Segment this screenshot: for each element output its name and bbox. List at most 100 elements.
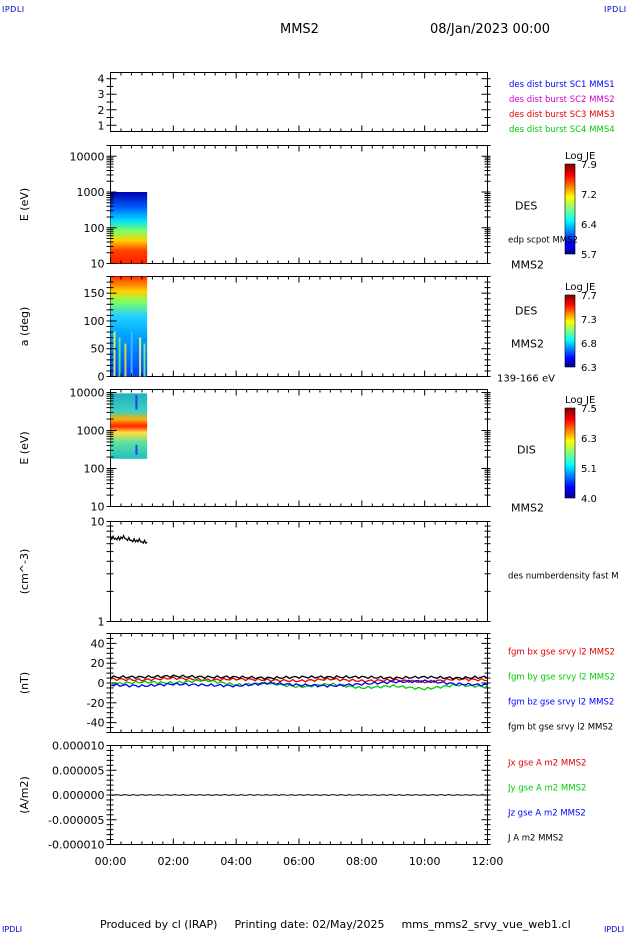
panel-labels: des dist burst SC1 MMS1 des dist burst SC… xyxy=(18,80,619,844)
des-energy-colorbar-tick: 6.4 xyxy=(581,220,597,231)
footer-corner-left: IPDLI xyxy=(2,925,23,934)
des-pitch-streak xyxy=(124,343,127,377)
des-energy-y-tick-label: 100 xyxy=(84,222,105,235)
burst-y-tick-label: 4 xyxy=(98,73,105,86)
current-legend-4: J A m2 MMS2 xyxy=(507,834,564,844)
des-pitch-colorbar-tick: 7.7 xyxy=(581,291,597,302)
dis-energy-streak xyxy=(135,444,138,455)
time-tick-label: 02:00 xyxy=(157,855,189,868)
dis-energy-colorbar-tick: 6.3 xyxy=(581,434,597,445)
bfield-y-tick-label: 20 xyxy=(91,657,105,670)
header-corner-left: IPDLI xyxy=(2,5,25,14)
footer-produced-by: Produced by cl (IRAP) xyxy=(100,918,218,931)
des-pitch-colorbar-tick: 6.8 xyxy=(581,339,597,350)
time-tick-label: 06:00 xyxy=(283,855,315,868)
time-tick-label: 08:00 xyxy=(346,855,378,868)
des-energy-colorbar-title: Log JE xyxy=(565,151,595,162)
colorbar-des-energy xyxy=(564,163,576,255)
des-energy-y-tick-label: 10 xyxy=(91,258,105,271)
current-legend-1: Jx gse A m2 MMS2 xyxy=(507,759,586,769)
colorbar-dis-energy xyxy=(564,407,576,499)
des-pitch-streak xyxy=(139,337,142,377)
density-line xyxy=(110,534,148,545)
des-energy-spectrogram xyxy=(110,192,148,264)
current-y-tick-label: 0.000005 xyxy=(52,764,105,777)
page-title: MMS2 xyxy=(280,22,319,37)
bfield-line-2 xyxy=(110,677,488,691)
time-tick-label: 00:00 xyxy=(95,855,127,868)
density-series-label: des numberdensity fast M xyxy=(508,572,619,582)
panel-frame-des-pitch xyxy=(110,276,488,377)
dis-energy-colorbar-tick: 7.5 xyxy=(581,404,597,415)
des-pitch-ylabel: a (deg) xyxy=(18,307,31,347)
dis-energy-y-tick-label: 10000 xyxy=(70,387,105,400)
des-energy-species: DES xyxy=(515,200,537,213)
des-pitch-colorbar-tick: 6.3 xyxy=(581,363,597,374)
time-tick-label: 04:00 xyxy=(220,855,252,868)
des-pitch-streak xyxy=(130,331,133,377)
burst-legend-4: des dist burst SC4 MMS4 xyxy=(509,125,615,135)
footer-file: mms_mms2_srvy_vue_web1.cl xyxy=(401,918,571,931)
dis-energy-colorbar-title: Log JE xyxy=(565,395,595,406)
bfield-line-3 xyxy=(110,679,488,688)
des-energy-bottom-label: MMS2 xyxy=(511,259,544,272)
current-y-tick-label: -0.000005 xyxy=(48,814,104,827)
des-pitch-spacecraft: MMS2 xyxy=(511,338,544,351)
bfield-legend-2: fgm by gse srvy l2 MMS2 xyxy=(508,673,615,683)
current-ylabel: (A/m2) xyxy=(18,776,31,814)
footer-line: Produced by cl (IRAP) Printing date: 02/… xyxy=(100,918,571,931)
current-y-tick-label: 0.000000 xyxy=(52,789,105,802)
current-legend-3: Jz gse A m2 MMS2 xyxy=(507,809,586,819)
data-series xyxy=(110,534,488,796)
des-energy-colorbar-tick: 5.7 xyxy=(581,250,597,261)
bfield-legend-3: fgm bz gse srvy l2 MMS2 xyxy=(508,698,614,708)
des-energy-extra-label: edp scpot MMS2 xyxy=(508,236,578,246)
des-energy-colorbar-tick: 7.9 xyxy=(581,160,597,171)
burst-legend-3: des dist burst SC3 MMS3 xyxy=(509,110,615,120)
des-energy-y-tick-label: 1000 xyxy=(77,186,105,199)
time-tick-label: 12:00 xyxy=(472,855,504,868)
panel-frame-des-energy xyxy=(110,145,488,264)
burst-y-tick-label: 1 xyxy=(98,119,105,132)
bfield-legend-1: fgm bx gse srvy l2 MMS2 xyxy=(508,648,615,658)
time-tick-label: 10:00 xyxy=(409,855,441,868)
dis-energy-colorbar-tick: 4.0 xyxy=(581,494,597,505)
des-energy-y-tick-label: 10000 xyxy=(70,150,105,163)
dis-energy-y-tick-label: 10 xyxy=(91,501,105,514)
burst-y-tick-label: 2 xyxy=(98,104,105,117)
density-ylabel: (cm^-3) xyxy=(18,549,31,595)
dis-energy-y-tick-label: 1000 xyxy=(77,425,105,438)
axis-ticks xyxy=(106,72,491,845)
dis-energy-y-tick-label: 100 xyxy=(84,463,105,476)
burst-legend-2: des dist burst SC2 MMS2 xyxy=(509,95,615,105)
bfield-y-tick-label: -40 xyxy=(87,717,105,730)
des-pitch-block xyxy=(110,276,148,377)
current-line xyxy=(110,794,488,796)
des-pitch-colorbar-title: Log JE xyxy=(565,282,595,293)
bfield-line-4 xyxy=(110,674,488,681)
dis-energy-bottom-label: MMS2 xyxy=(511,502,544,515)
dis-energy-ylabel: E (eV) xyxy=(18,431,31,464)
des-pitch-streak xyxy=(118,337,121,377)
des-pitch-streak xyxy=(113,331,116,377)
current-y-tick-label: -0.000010 xyxy=(48,839,104,852)
dis-energy-block xyxy=(110,393,148,459)
dis-energy-spectrogram xyxy=(110,393,148,459)
des-pitch-species: DES xyxy=(515,305,537,318)
footer-corner-right: IPDLI xyxy=(604,925,625,934)
bfield-ylabel: (nT) xyxy=(18,672,31,694)
page-datetime: 08/Jan/2023 00:00 xyxy=(430,22,551,37)
axis-tick-labels: 4321100001000100101501005001000010001001… xyxy=(48,73,503,868)
colorbar-des-pitch xyxy=(564,294,576,368)
bfield-y-tick-label: -20 xyxy=(87,697,105,710)
burst-y-tick-label: 3 xyxy=(98,88,105,101)
header-corner-right: IPDLI xyxy=(604,5,627,14)
panel-frame-burst xyxy=(110,72,488,132)
des-pitch-y-tick-label: 0 xyxy=(98,371,105,384)
des-pitch-y-tick-label: 100 xyxy=(84,315,105,328)
panel-frame-density xyxy=(110,521,488,622)
bfield-line-1 xyxy=(110,676,488,684)
des-pitch-colorbar-tick: 7.3 xyxy=(581,315,597,326)
footer-printing-date: Printing date: 02/May/2025 xyxy=(234,918,385,931)
